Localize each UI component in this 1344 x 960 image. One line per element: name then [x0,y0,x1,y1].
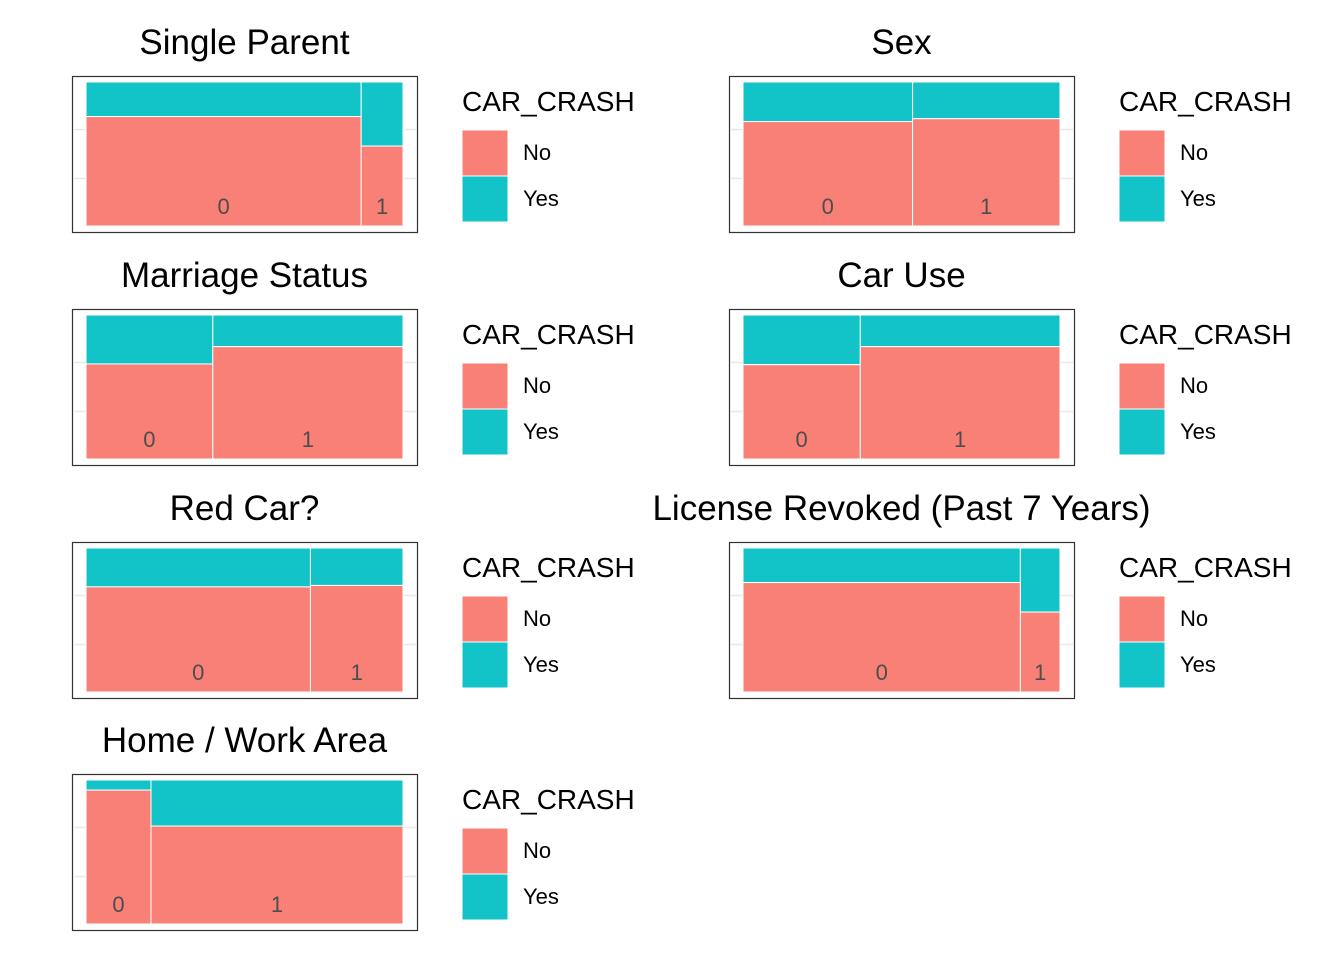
mosaic-cell-yes [85,779,152,791]
legend-label: No [1180,606,1208,631]
mosaic-cell-yes [85,547,311,588]
panel-title: Home / Work Area [102,721,388,760]
legend-label: Yes [1180,186,1216,211]
legend-key-no [1118,129,1166,177]
legend-key-no [461,595,509,643]
legend-label: Yes [1180,652,1216,677]
legend-key-yes [1118,175,1166,223]
legend-label: No [1180,373,1208,398]
x-tick-label: 0 [822,194,834,219]
legend-label: No [1180,140,1208,165]
legend-label: Yes [523,419,559,444]
panel-title: Single Parent [139,23,349,62]
x-tick-label: 1 [1034,660,1046,685]
panel-title: Car Use [837,256,965,295]
mosaic-cell-yes [742,314,861,366]
x-tick-label: 0 [192,660,204,685]
x-tick-label: 0 [143,427,155,452]
legend-label: No [523,140,551,165]
legend-key-no [461,129,509,177]
x-tick-label: 1 [351,660,363,685]
mosaic-cell-yes [742,81,914,123]
legend-key-yes [461,641,509,689]
legend-title: CAR_CRASH [462,784,635,815]
legend-title: CAR_CRASH [1119,319,1292,350]
legend-label: Yes [1180,419,1216,444]
mosaic-cell-no [742,364,861,460]
panel-title: Red Car? [170,489,320,528]
mosaic-cell-no [212,346,404,460]
legend-key-no [461,362,509,410]
mosaic-cell-no [85,116,362,227]
mosaic-cell-no [360,145,404,227]
mosaic-cell-yes [742,547,1021,584]
legend-label: No [523,373,551,398]
mosaic-cell-yes [85,314,214,365]
legend-title: CAR_CRASH [1119,86,1292,117]
legend-key-no [1118,595,1166,643]
x-tick-label: 0 [217,194,229,219]
x-tick-label: 1 [980,194,992,219]
mosaic-cell-no [150,825,404,925]
legend-title: CAR_CRASH [462,552,635,583]
panel-title: Sex [871,23,932,62]
legend-key-yes [1118,408,1166,456]
legend-key-yes [461,873,509,921]
x-tick-label: 0 [112,892,124,917]
mosaic-cell-no [859,346,1061,460]
mosaic-cell-no [85,586,311,693]
legend-label: Yes [523,186,559,211]
legend-label: Yes [523,652,559,677]
mosaic-cell-no [912,118,1061,227]
mosaic-cell-yes [360,81,404,147]
legend-key-yes [461,408,509,456]
mosaic-cell-yes [85,81,362,118]
x-tick-label: 1 [376,194,388,219]
chart-panel: License Revoked (Past 7 Years) 0 1 CAR_CRAS… [652,489,1292,700]
legend-label: No [523,606,551,631]
legend-title: CAR_CRASH [462,319,635,350]
legend-key-no [461,827,509,875]
mosaic-cell-no [85,363,214,460]
x-tick-label: 1 [302,427,314,452]
x-tick-label: 1 [954,427,966,452]
x-tick-label: 0 [876,660,888,685]
legend-key-yes [1118,641,1166,689]
mosaic-cell-no [85,789,152,925]
mosaic-cell-yes [212,314,404,348]
chart-panel: Red Car? 0 1 CAR_CRASH No Yes [71,489,635,700]
mosaic-cell-yes [150,779,404,827]
mosaic-cell-yes [309,547,404,586]
chart-panel: Car Use 0 1 CAR_CRASH No Yes [728,256,1292,467]
legend-title: CAR_CRASH [1119,552,1292,583]
chart-panel: Marriage Status 0 1 CAR_CRASH No Yes [71,256,635,467]
panel-title: License Revoked (Past 7 Years) [652,489,1150,528]
x-tick-label: 0 [796,427,808,452]
x-tick-label: 1 [271,892,283,917]
mosaic-cell-no [742,582,1021,693]
mosaic-cell-yes [912,81,1061,120]
chart-panel: Sex 0 1 CAR_CRASH No Yes [728,23,1292,234]
mosaic-cell-yes [859,314,1061,348]
legend-key-no [1118,362,1166,410]
legend-label: No [523,838,551,863]
legend-title: CAR_CRASH [462,86,635,117]
legend-label: Yes [523,884,559,909]
mosaic-cell-no [1019,611,1061,693]
mosaic-cell-no [742,121,914,227]
chart-panel: Home / Work Area 0 1 CAR_CRASH No Yes [71,721,635,932]
mosaic-cell-yes [1019,547,1061,613]
mosaic-cell-no [309,584,404,693]
legend-key-yes [461,175,509,223]
panel-title: Marriage Status [121,256,368,295]
chart-panel: Single Parent 0 1 CAR_CRASH No Yes [71,23,635,234]
